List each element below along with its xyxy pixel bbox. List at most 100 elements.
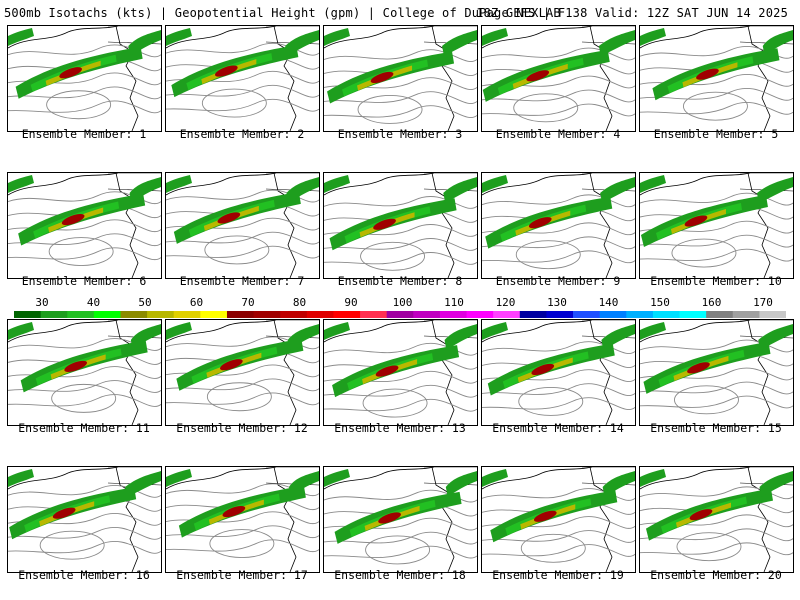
colorbar-swatch	[67, 311, 95, 318]
ensemble-member-map	[639, 319, 794, 426]
ensemble-member-map	[323, 466, 478, 573]
ensemble-member-label: Ensemble Member: 7	[179, 274, 305, 288]
colorbar-tick-label: 170	[753, 296, 773, 309]
ensemble-member-map	[481, 172, 636, 279]
jet-stream-map	[166, 173, 319, 278]
jet-stream-map	[482, 173, 635, 278]
jet-stream-map	[482, 26, 635, 131]
colorbar-tick-label: 90	[344, 296, 358, 309]
colorbar-swatch	[253, 311, 281, 318]
jet-stream-map	[166, 320, 319, 425]
jet-stream-map	[640, 320, 793, 425]
colorbar-tick-label: 50	[138, 296, 152, 309]
ensemble-member-map	[639, 466, 794, 573]
ensemble-member-label: Ensemble Member: 8	[337, 274, 463, 288]
ensemble-member-map	[165, 466, 320, 573]
colorbar-tick-label: 160	[701, 296, 722, 309]
colorbar-tick-label: 150	[650, 296, 670, 309]
colorbar-tick-label: 110	[444, 296, 464, 309]
colorbar-swatch	[466, 311, 494, 318]
colorbar-swatch	[280, 311, 308, 318]
colorbar-swatch	[360, 311, 388, 318]
product-title: 500mb Isotachs (kts) | Geopotential Heig…	[4, 6, 561, 20]
ensemble-member-label: Ensemble Member: 18	[334, 568, 466, 582]
jet-stream-map	[482, 467, 635, 572]
ensemble-member-map	[323, 25, 478, 132]
colorbar-tick-label: 100	[392, 296, 413, 309]
colorbar-swatch	[439, 311, 468, 318]
colorbar-tick-label: 80	[292, 296, 307, 309]
colorbar-swatch	[599, 311, 627, 318]
jet-stream-map	[8, 173, 161, 278]
colorbar-swatch	[40, 311, 68, 318]
colorbar-swatch	[93, 311, 121, 318]
ensemble-member-map	[7, 172, 162, 279]
ensemble-member-map	[165, 319, 320, 426]
ensemble-member-label: Ensemble Member: 1	[21, 127, 147, 141]
map-header: 500mb Isotachs (kts) | Geopotential Heig…	[0, 0, 800, 22]
colorbar-swatch	[546, 311, 574, 318]
colorbar-swatch	[333, 311, 361, 318]
jet-stream-map	[166, 467, 319, 572]
ensemble-member-map	[481, 466, 636, 573]
ensemble-member-label: Ensemble Member: 15	[650, 421, 782, 435]
jet-stream-map	[8, 467, 161, 572]
colorbar-tick-label: 30	[35, 296, 49, 309]
colorbar-swatch	[626, 311, 654, 318]
colorbar-swatch	[306, 311, 334, 318]
colorbar-swatch	[759, 311, 786, 318]
ensemble-member-label: Ensemble Member: 10	[650, 274, 782, 288]
ensemble-member-label: Ensemble Member: 20	[650, 568, 782, 582]
jet-stream-map	[8, 26, 161, 131]
colorbar-swatch	[147, 311, 175, 318]
jet-stream-map	[324, 320, 477, 425]
colorbar-swatch	[14, 311, 42, 318]
ensemble-member-map	[7, 319, 162, 426]
ensemble-member-map	[7, 466, 162, 573]
colorbar-swatch	[386, 311, 414, 318]
ensemble-member-label: Ensemble Member: 9	[495, 274, 621, 288]
colorbar-tick-label: 120	[495, 296, 516, 309]
ensemble-member-label: Ensemble Member: 6	[21, 274, 147, 288]
ensemble-member-map	[165, 25, 320, 132]
jet-stream-map	[324, 467, 477, 572]
valid-time: 18Z GEFS | F138 Valid: 12Z SAT JUN 14 20…	[476, 6, 788, 20]
ensemble-member-label: Ensemble Member: 5	[653, 127, 779, 141]
colorbar-swatch	[519, 311, 547, 318]
jet-stream-map	[640, 26, 793, 131]
jet-stream-map	[482, 320, 635, 425]
colorbar-tick-label: 60	[189, 296, 204, 309]
ensemble-member-label: Ensemble Member: 14	[492, 421, 624, 435]
ensemble-member-map	[165, 172, 320, 279]
jet-stream-map	[324, 26, 477, 131]
jet-stream-map	[640, 173, 793, 278]
ensemble-member-label: Ensemble Member: 12	[176, 421, 308, 435]
colorbar-swatch	[573, 311, 601, 318]
colorbar-swatch	[732, 311, 760, 318]
colorbar-swatch	[652, 311, 681, 318]
isotach-colorbar: 30 40 50 60 70 80 90 100 110 120 130 140 150 160 170	[0, 296, 800, 318]
ensemble-member-label: Ensemble Member: 4	[495, 127, 621, 141]
colorbar-tick-label: 40	[86, 296, 101, 309]
colorbar-tick-label: 130	[547, 296, 567, 309]
ensemble-member-label: Ensemble Member: 19	[492, 568, 624, 582]
jet-stream-map	[324, 173, 477, 278]
colorbar-tick-label: 70	[241, 296, 255, 309]
ensemble-member-label: Ensemble Member: 16	[18, 568, 150, 582]
colorbar-strip	[14, 311, 786, 318]
ensemble-member-map	[639, 25, 794, 132]
colorbar-swatch	[200, 311, 228, 318]
ensemble-member-label: Ensemble Member: 11	[18, 421, 150, 435]
ensemble-member-label: Ensemble Member: 13	[334, 421, 466, 435]
ensemble-member-map	[323, 319, 478, 426]
jet-stream-map	[640, 467, 793, 572]
colorbar-swatch	[120, 311, 148, 318]
ensemble-member-map	[481, 319, 636, 426]
colorbar-swatch	[679, 311, 707, 318]
colorbar-swatch	[493, 311, 521, 318]
colorbar-swatch	[226, 311, 255, 318]
ensemble-member-map	[639, 172, 794, 279]
ensemble-member-label: Ensemble Member: 17	[176, 568, 308, 582]
ensemble-member-map	[323, 172, 478, 279]
ensemble-member-map	[481, 25, 636, 132]
